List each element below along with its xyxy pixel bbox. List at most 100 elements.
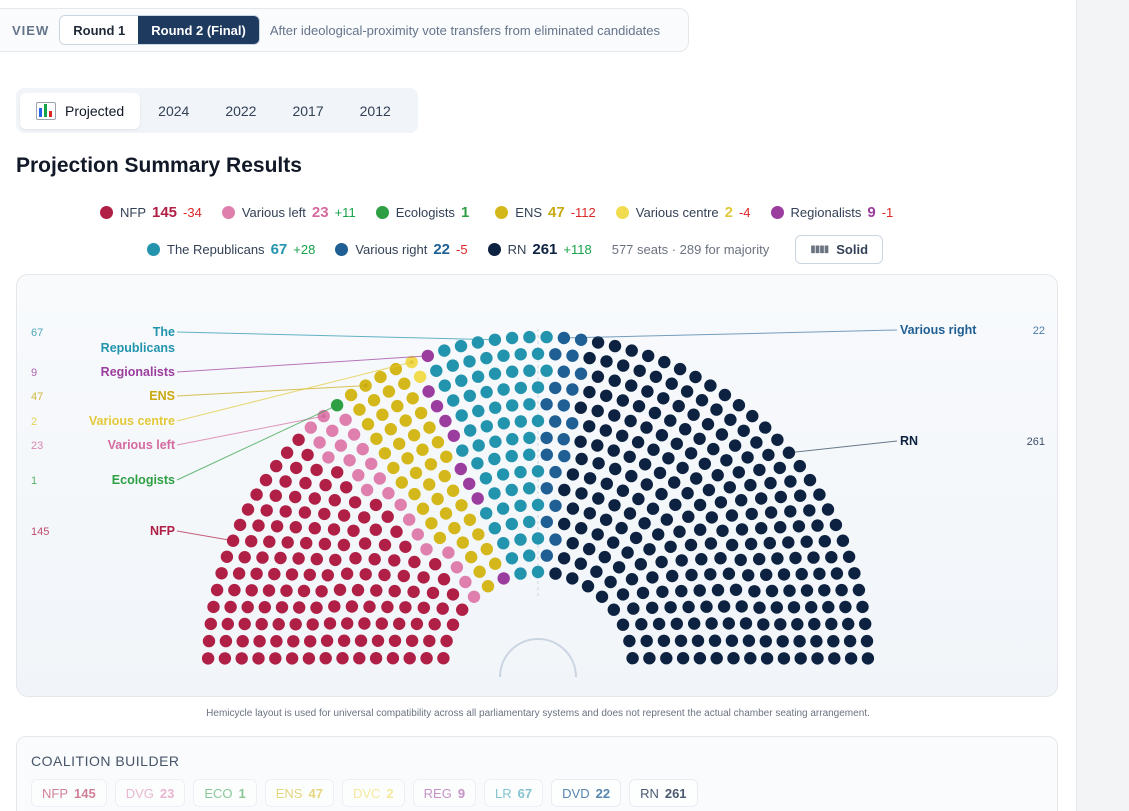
legend-item-regionalists[interactable]: Regionalists 9 -1	[770, 204, 893, 221]
coalition-chip-dvg[interactable]: DVG 23	[114, 779, 186, 807]
seat-rn	[842, 617, 855, 631]
callout-label: Various right	[900, 323, 977, 337]
seat-rn	[774, 521, 787, 534]
legend-item-rn[interactable]: RN 261 +118	[487, 241, 592, 258]
legend-item-various-right[interactable]: Various right 22 -5	[335, 241, 468, 258]
callout-count: 9	[31, 367, 37, 379]
seat-various-right	[549, 415, 562, 428]
coalition-chip-dvc[interactable]: DVC 2	[341, 779, 405, 807]
seat-nfp	[280, 584, 293, 597]
seat-ens	[387, 461, 400, 475]
seat-various-left	[322, 451, 335, 464]
seat-nfp	[349, 552, 362, 565]
tab-projected[interactable]: Projected	[20, 92, 141, 129]
seat-rn	[608, 499, 621, 512]
seat-the-republicans	[480, 351, 493, 365]
tab-2024[interactable]: 2024	[158, 102, 190, 119]
legend-dot	[100, 206, 113, 219]
seat-rn	[807, 551, 820, 564]
seat-nfp	[328, 600, 341, 613]
callout-count: 2	[31, 416, 37, 428]
legend-count: 23	[311, 204, 329, 221]
seat-ens	[384, 423, 397, 436]
seat-rn	[574, 557, 587, 570]
seat-nfp	[323, 617, 337, 630]
seat-the-republicans	[514, 348, 527, 361]
seat-rn	[805, 601, 818, 614]
seat-rn	[583, 472, 597, 485]
seat-nfp	[241, 600, 254, 614]
legend-item-ecologists[interactable]: Ecologists 1	[375, 204, 476, 221]
round-1-button[interactable]: Round 1	[60, 16, 139, 44]
seat-nfp	[388, 634, 402, 647]
seat-rn	[616, 618, 630, 631]
tab-2017[interactable]: 2017	[292, 102, 324, 119]
seat-rn	[813, 567, 826, 580]
legend-item-various-left[interactable]: Various left 23 +11	[221, 204, 356, 221]
seat-various-left	[365, 457, 378, 470]
round-2-button[interactable]: Round 2 (Final)	[138, 16, 259, 44]
seat-nfp	[258, 601, 271, 614]
seat-rn	[607, 536, 620, 549]
seat-rn	[753, 552, 766, 566]
seat-rn	[750, 436, 763, 449]
coalition-chip-rn[interactable]: RN 261	[629, 779, 698, 807]
seat-rn	[782, 536, 795, 549]
seat-nfp	[233, 518, 247, 532]
legend-item-nfp[interactable]: NFP 145 -34	[100, 204, 202, 221]
seat-rn	[770, 601, 783, 614]
seat-nfp	[285, 568, 299, 581]
seat-nfp	[358, 511, 371, 524]
seat-rn	[652, 617, 666, 631]
seat-ens	[481, 580, 495, 593]
legend-name: RN	[507, 242, 527, 257]
seat-rn	[848, 567, 861, 580]
seat-regionalists	[463, 477, 476, 490]
seat-the-republicans	[438, 379, 451, 392]
seat-nfp	[428, 618, 441, 631]
seat-rn	[574, 435, 587, 448]
seat-nfp	[405, 634, 419, 647]
legend-count: 22	[433, 241, 451, 258]
seat-nfp	[437, 652, 450, 665]
coalition-chip-reg[interactable]: REG 9	[412, 779, 477, 807]
tab-2022[interactable]: 2022	[225, 102, 257, 119]
seat-rn	[600, 355, 613, 368]
seat-nfp	[250, 488, 263, 501]
seat-the-republicans	[463, 355, 476, 368]
seat-rn	[700, 600, 713, 613]
seat-nfp	[399, 540, 412, 553]
seat-rn	[860, 634, 874, 648]
legend-count: 9	[867, 204, 876, 221]
seat-rn	[716, 524, 729, 537]
chip-count: 9	[457, 785, 466, 801]
coalition-chip-eco[interactable]: ECO 1	[193, 779, 257, 807]
seat-various-right	[540, 448, 553, 461]
callout-line	[176, 404, 338, 481]
seat-rn	[821, 503, 835, 516]
seat-nfp	[399, 601, 412, 614]
legend-count: 2	[724, 204, 733, 221]
legend-item-various-centre[interactable]: Various centre 2 -4	[615, 204, 751, 221]
solid-toggle-button[interactable]: ▮▮▮▮ Solid	[795, 235, 884, 264]
seat-nfp	[268, 567, 281, 581]
seat-nfp	[348, 496, 362, 509]
seat-ens	[344, 388, 358, 402]
coalition-chip-nfp[interactable]: NFP 145	[31, 779, 107, 807]
seat-ens	[353, 403, 366, 416]
seat-nfp	[333, 583, 347, 596]
seat-nfp	[289, 490, 302, 504]
coalition-chip-lr[interactable]: LR 67	[484, 779, 544, 807]
seat-rn	[792, 520, 806, 533]
coalition-chip-dvd[interactable]: DVD 22	[551, 779, 622, 807]
legend-item-ens[interactable]: ENS 47 -112	[495, 204, 596, 221]
seat-nfp	[232, 567, 246, 580]
tab-2012[interactable]: 2012	[359, 102, 391, 119]
coalition-chip-ens[interactable]: ENS 47	[264, 779, 334, 807]
legend-item-the-republicans[interactable]: The Republicans 67 +28	[147, 241, 315, 258]
seat-rn	[835, 583, 848, 597]
seat-nfp	[358, 537, 372, 550]
seat-rn	[825, 551, 838, 564]
seat-regionalists	[447, 429, 460, 442]
seat-nfp	[393, 617, 406, 630]
